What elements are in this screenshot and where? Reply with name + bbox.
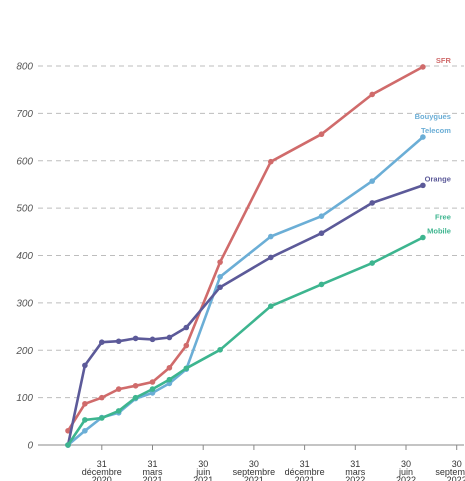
data-point bbox=[420, 134, 426, 140]
data-point bbox=[166, 334, 173, 341]
x-tick-label: 2021 bbox=[142, 475, 162, 481]
x-tick-label: 30 bbox=[401, 459, 411, 469]
data-point bbox=[82, 417, 88, 423]
data-point bbox=[82, 400, 88, 407]
data-point bbox=[183, 324, 190, 331]
series-line-sfr bbox=[66, 65, 425, 433]
data-point bbox=[82, 362, 88, 369]
data-point bbox=[115, 408, 122, 414]
data-point bbox=[369, 178, 376, 184]
y-tick-label: 200 bbox=[15, 346, 33, 357]
data-point bbox=[369, 200, 376, 206]
data-point bbox=[183, 342, 190, 349]
x-tick-label: juin bbox=[398, 467, 413, 477]
x-tick-label: 2022 bbox=[345, 475, 365, 481]
data-point bbox=[166, 376, 173, 383]
x-tick-label: décembre bbox=[285, 467, 325, 477]
data-point bbox=[115, 386, 122, 392]
y-tick-label: 700 bbox=[16, 109, 33, 120]
data-point bbox=[369, 91, 376, 98]
data-point bbox=[183, 365, 190, 372]
data-point bbox=[217, 274, 223, 280]
y-tick-label: 100 bbox=[16, 393, 33, 404]
data-point bbox=[132, 394, 139, 401]
x-tick-label: décembre bbox=[82, 467, 122, 477]
x-tick-label: juin bbox=[195, 467, 210, 477]
series-label: Free bbox=[435, 212, 451, 221]
data-point bbox=[132, 382, 139, 389]
y-tick-label: 500 bbox=[16, 204, 33, 215]
x-tick-label: 31 bbox=[300, 459, 310, 469]
data-point bbox=[149, 336, 156, 343]
x-tick-label: 2022 bbox=[447, 475, 465, 481]
series-sfr bbox=[65, 64, 426, 434]
series-label: Orange bbox=[425, 174, 451, 183]
y-tick-label: 300 bbox=[16, 298, 33, 309]
data-point bbox=[318, 213, 325, 219]
x-tick-label: 30 bbox=[452, 459, 462, 469]
x-tick-label: 31 bbox=[350, 459, 360, 469]
series-labels: SFR Bouygues Telecom Orange Free Mobile bbox=[415, 56, 452, 236]
data-point bbox=[420, 182, 426, 189]
x-axis-ticks: 31décembre202031mars202130juin202130sept… bbox=[82, 445, 465, 481]
x-tick-label: septembre bbox=[435, 467, 465, 477]
series-label: SFR bbox=[436, 56, 452, 65]
data-point bbox=[318, 230, 325, 237]
series-free-mobile bbox=[65, 234, 426, 448]
series-label: Bouygues bbox=[415, 112, 451, 121]
series-bouygues-telecom bbox=[65, 134, 426, 448]
data-point bbox=[65, 442, 71, 448]
data-point bbox=[268, 303, 274, 309]
data-point bbox=[217, 284, 223, 291]
series-orange bbox=[65, 182, 426, 448]
x-tick-label: mars bbox=[143, 467, 163, 477]
series-lines bbox=[65, 64, 426, 448]
data-point bbox=[115, 338, 122, 345]
y-tick-label: 400 bbox=[16, 251, 33, 262]
data-point bbox=[318, 281, 325, 288]
x-tick-label: 2020 bbox=[92, 475, 112, 481]
data-point bbox=[268, 254, 274, 261]
data-point bbox=[149, 386, 156, 392]
series-line-orange bbox=[66, 184, 425, 447]
data-point bbox=[420, 64, 426, 70]
x-tick-label: 30 bbox=[198, 459, 208, 469]
x-tick-label: 30 bbox=[249, 459, 259, 469]
y-tick-label: 0 bbox=[27, 441, 33, 452]
y-tick-label: 800 bbox=[16, 62, 33, 73]
data-point bbox=[217, 259, 223, 265]
data-point bbox=[268, 233, 274, 240]
x-tick-label: 2021 bbox=[193, 475, 213, 481]
data-point bbox=[132, 335, 139, 342]
x-tick-label: 31 bbox=[97, 459, 107, 469]
y-tick-label: 600 bbox=[16, 156, 33, 167]
series-label: Mobile bbox=[427, 226, 451, 235]
gridlines bbox=[38, 65, 464, 446]
data-point bbox=[166, 364, 173, 371]
data-point bbox=[99, 394, 105, 401]
x-tick-label: 2022 bbox=[396, 475, 416, 481]
data-point bbox=[268, 158, 274, 165]
x-tick-label: 2021 bbox=[244, 475, 264, 481]
data-point bbox=[82, 427, 88, 434]
series-label: Telecom bbox=[421, 126, 451, 135]
x-tick-label: mars bbox=[345, 467, 365, 477]
data-point bbox=[217, 346, 223, 353]
data-point bbox=[420, 234, 426, 241]
data-point bbox=[99, 415, 105, 421]
data-point bbox=[369, 260, 376, 266]
x-tick-label: 2021 bbox=[295, 475, 315, 481]
y-axis-ticks: 0 100 200 300 400 500 600 700 800 bbox=[15, 62, 33, 452]
data-point bbox=[318, 131, 325, 138]
data-point bbox=[149, 379, 156, 385]
data-point bbox=[99, 339, 105, 345]
series-line-bouygues-telecom bbox=[66, 135, 425, 447]
x-tick-label: septembre bbox=[233, 467, 276, 477]
x-tick-label: 31 bbox=[147, 459, 157, 469]
